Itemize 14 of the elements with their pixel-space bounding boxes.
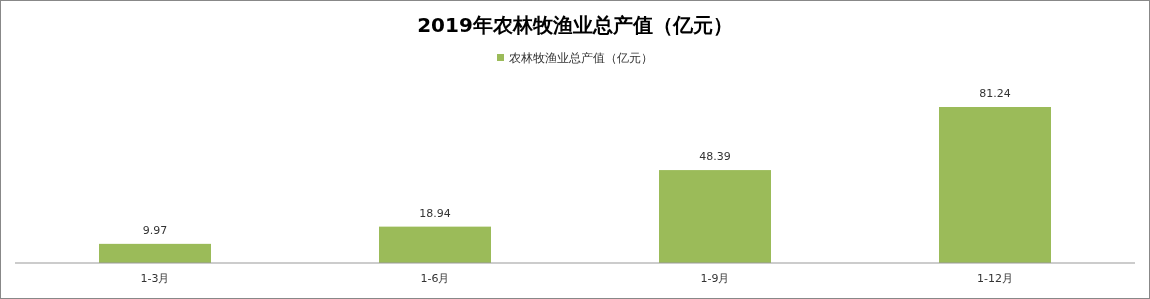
chart-title: 2019年农林牧渔业总产值（亿元）: [417, 13, 733, 37]
x-tick-label: 1-12月: [977, 272, 1013, 285]
bar: [659, 170, 771, 263]
data-label: 48.39: [699, 150, 731, 164]
x-tick-label: 1-9月: [700, 272, 730, 285]
bar: [939, 107, 1051, 263]
x-tick-label: 1-3月: [140, 272, 170, 285]
legend-label: 农林牧渔业总产值（亿元）: [509, 51, 653, 65]
bar: [379, 226, 491, 263]
x-tick-label: 1-6月: [420, 272, 450, 285]
data-label: 9.97: [142, 223, 168, 237]
bar: [99, 243, 211, 263]
data-label: 18.94: [419, 206, 451, 220]
data-label: 81.24: [979, 87, 1011, 100]
